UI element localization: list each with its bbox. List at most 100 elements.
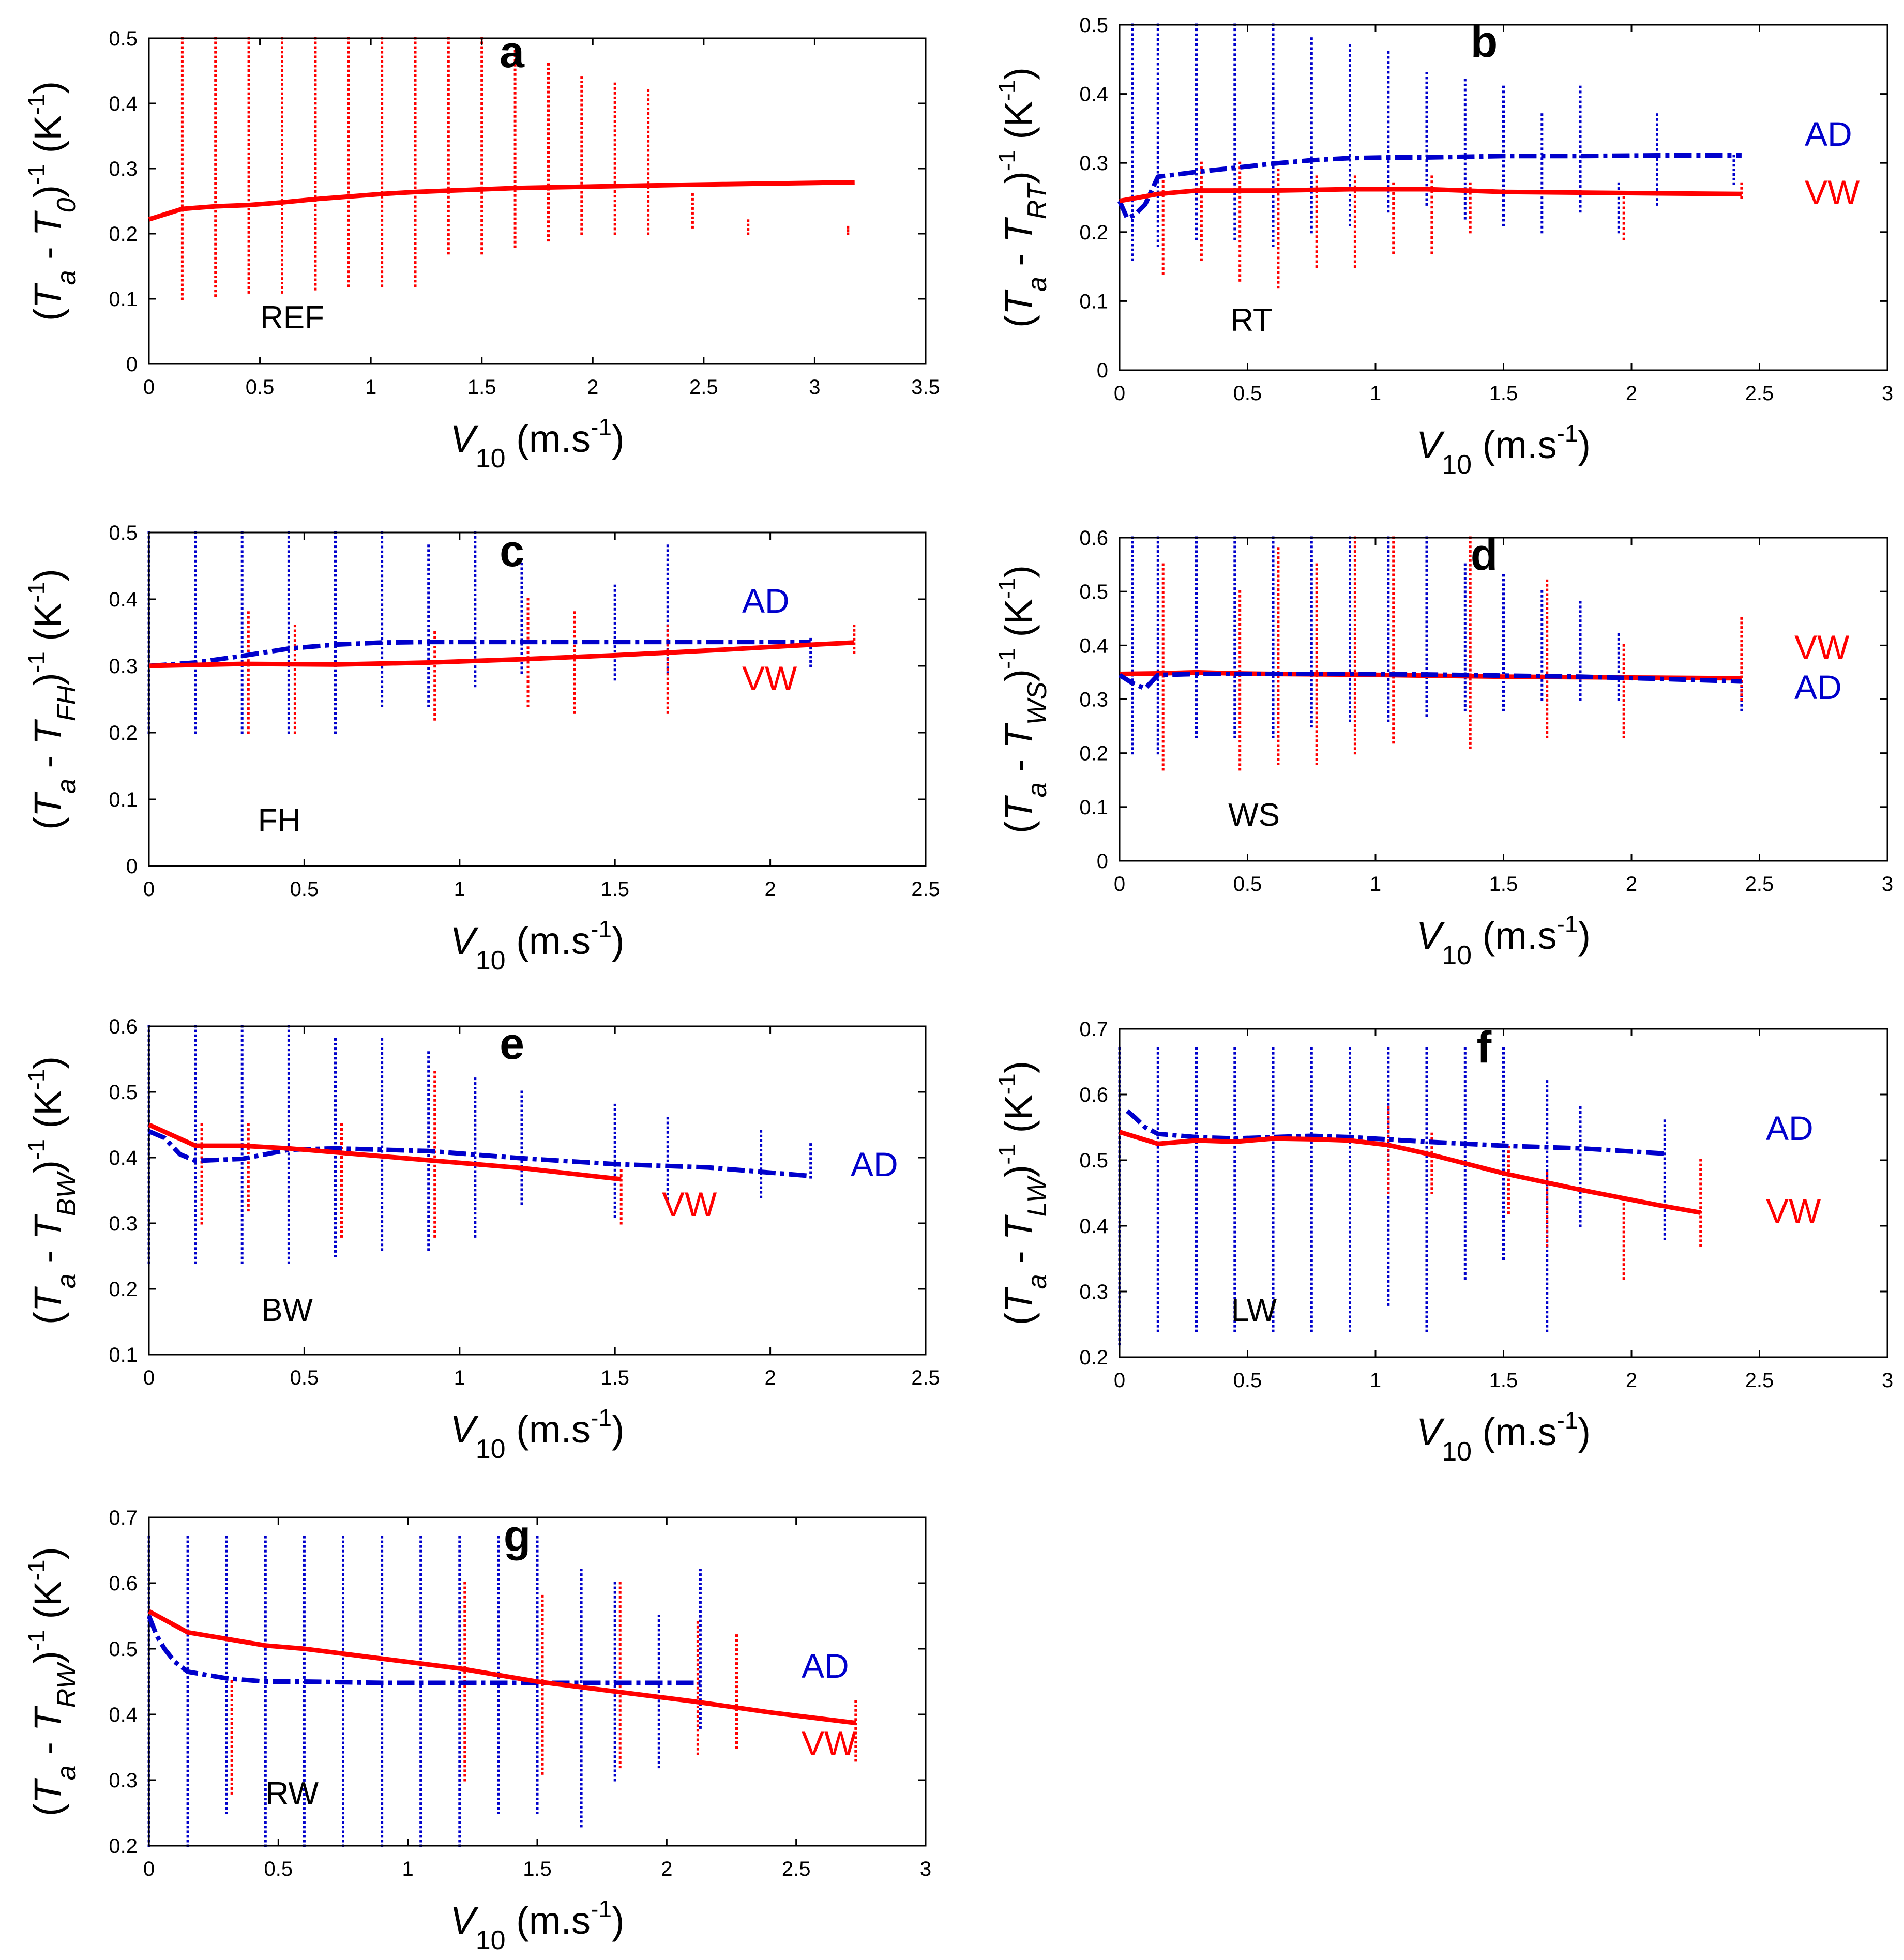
scatter-point — [433, 1099, 436, 1102]
scatter-point — [200, 1170, 203, 1173]
scatter-point — [433, 1075, 436, 1078]
scatter-point — [1349, 1094, 1351, 1097]
scatter-point — [1233, 237, 1236, 240]
scatter-point — [1233, 233, 1236, 235]
scatter-point — [281, 147, 283, 150]
scatter-point — [1156, 1311, 1159, 1314]
scatter-point — [1195, 1306, 1198, 1309]
scatter-point — [1310, 1052, 1313, 1055]
scatter-point — [194, 1100, 197, 1103]
scatter-point — [1387, 1111, 1390, 1114]
x-tick-label: 3 — [809, 376, 820, 399]
scatter-point — [1310, 665, 1313, 668]
scatter-point — [1161, 698, 1165, 701]
scatter-point — [303, 1774, 306, 1777]
scatter-point — [264, 1662, 267, 1665]
scatter-point — [287, 1247, 290, 1250]
scatter-point — [427, 1079, 430, 1082]
scatter-point — [1310, 637, 1313, 641]
scatter-point — [1310, 161, 1313, 164]
scatter-point — [381, 618, 384, 621]
scatter-point — [1195, 1301, 1198, 1304]
scatter-point — [240, 617, 244, 620]
scatter-point — [1277, 556, 1280, 559]
scatter-point — [1430, 190, 1433, 193]
scatter-point — [1315, 210, 1318, 213]
y-tick-label: 0.4 — [1079, 634, 1108, 657]
scatter-point — [381, 651, 384, 655]
scatter-point — [1310, 1047, 1313, 1050]
scatter-point — [381, 284, 384, 287]
scatter-point — [1131, 660, 1134, 663]
scatter-point — [214, 55, 217, 58]
scatter-point — [1272, 1203, 1275, 1205]
scatter-point — [520, 1193, 523, 1196]
scatter-point — [264, 1835, 267, 1838]
scatter-point — [480, 112, 483, 115]
scatter-point — [513, 175, 517, 178]
scatter-point — [264, 1718, 267, 1721]
scatter-point — [1310, 171, 1313, 174]
scatter-point — [1156, 610, 1159, 613]
scatter-point — [1425, 1179, 1428, 1182]
scatter-point — [1272, 559, 1275, 563]
scatter-point — [186, 1774, 189, 1777]
scatter-point — [1238, 590, 1242, 593]
scatter-point — [1195, 578, 1198, 581]
scatter-point — [1131, 111, 1134, 114]
scatter-point — [1425, 1207, 1428, 1210]
scatter-point — [287, 1228, 290, 1231]
scatter-point — [1233, 1094, 1236, 1097]
scatter-point — [1131, 642, 1134, 645]
scatter-point — [1131, 573, 1134, 576]
scatter-point — [1195, 233, 1198, 235]
scatter-point — [1463, 212, 1467, 215]
series-label-ad: AD — [1794, 668, 1842, 706]
scatter-point — [293, 697, 296, 700]
scatter-point — [347, 55, 350, 58]
panel-inner-label: LW — [1231, 1293, 1277, 1328]
scatter-point — [1546, 1210, 1549, 1213]
scatter-point — [474, 675, 477, 678]
scatter-point — [414, 83, 417, 86]
scatter-point — [1131, 170, 1134, 173]
scatter-point — [1272, 1193, 1275, 1196]
scatter-point — [1156, 651, 1159, 654]
scatter-point — [194, 1105, 197, 1108]
scatter-point — [1277, 712, 1280, 715]
scatter-point — [264, 1549, 267, 1553]
scatter-point — [186, 1821, 189, 1824]
scatter-point — [347, 65, 350, 68]
scatter-point — [513, 208, 517, 211]
scatter-point — [1233, 218, 1236, 221]
scatter-point — [225, 1540, 228, 1543]
scatter-point — [334, 626, 337, 629]
scatter-point — [433, 1169, 436, 1172]
scatter-point — [1238, 726, 1242, 728]
scatter-point — [1425, 1113, 1428, 1116]
scatter-point — [1546, 1122, 1549, 1126]
scatter-point — [547, 160, 550, 163]
scatter-point — [347, 223, 350, 226]
scatter-point — [1469, 655, 1472, 658]
scatter-point — [287, 1044, 290, 1047]
scatter-point — [214, 98, 217, 101]
scatter-point — [647, 191, 650, 193]
scatter-point — [1195, 128, 1198, 131]
scatter-point — [1233, 1061, 1236, 1064]
plot-frame — [148, 1025, 927, 1356]
scatter-point — [342, 1755, 344, 1758]
scatter-point — [1463, 1192, 1467, 1195]
panel-letter: a — [500, 27, 525, 77]
scatter-point — [214, 93, 217, 96]
scatter-point — [247, 139, 250, 142]
scatter-point — [1272, 151, 1275, 154]
scatter-point — [520, 624, 523, 627]
scatter-point — [613, 607, 616, 611]
scatter-point — [247, 41, 250, 44]
scatter-point — [334, 1099, 337, 1102]
scatter-point — [1315, 753, 1318, 756]
scatter-point — [1463, 88, 1467, 92]
scatter-point — [1502, 1098, 1505, 1101]
scatter-point — [1156, 587, 1159, 589]
